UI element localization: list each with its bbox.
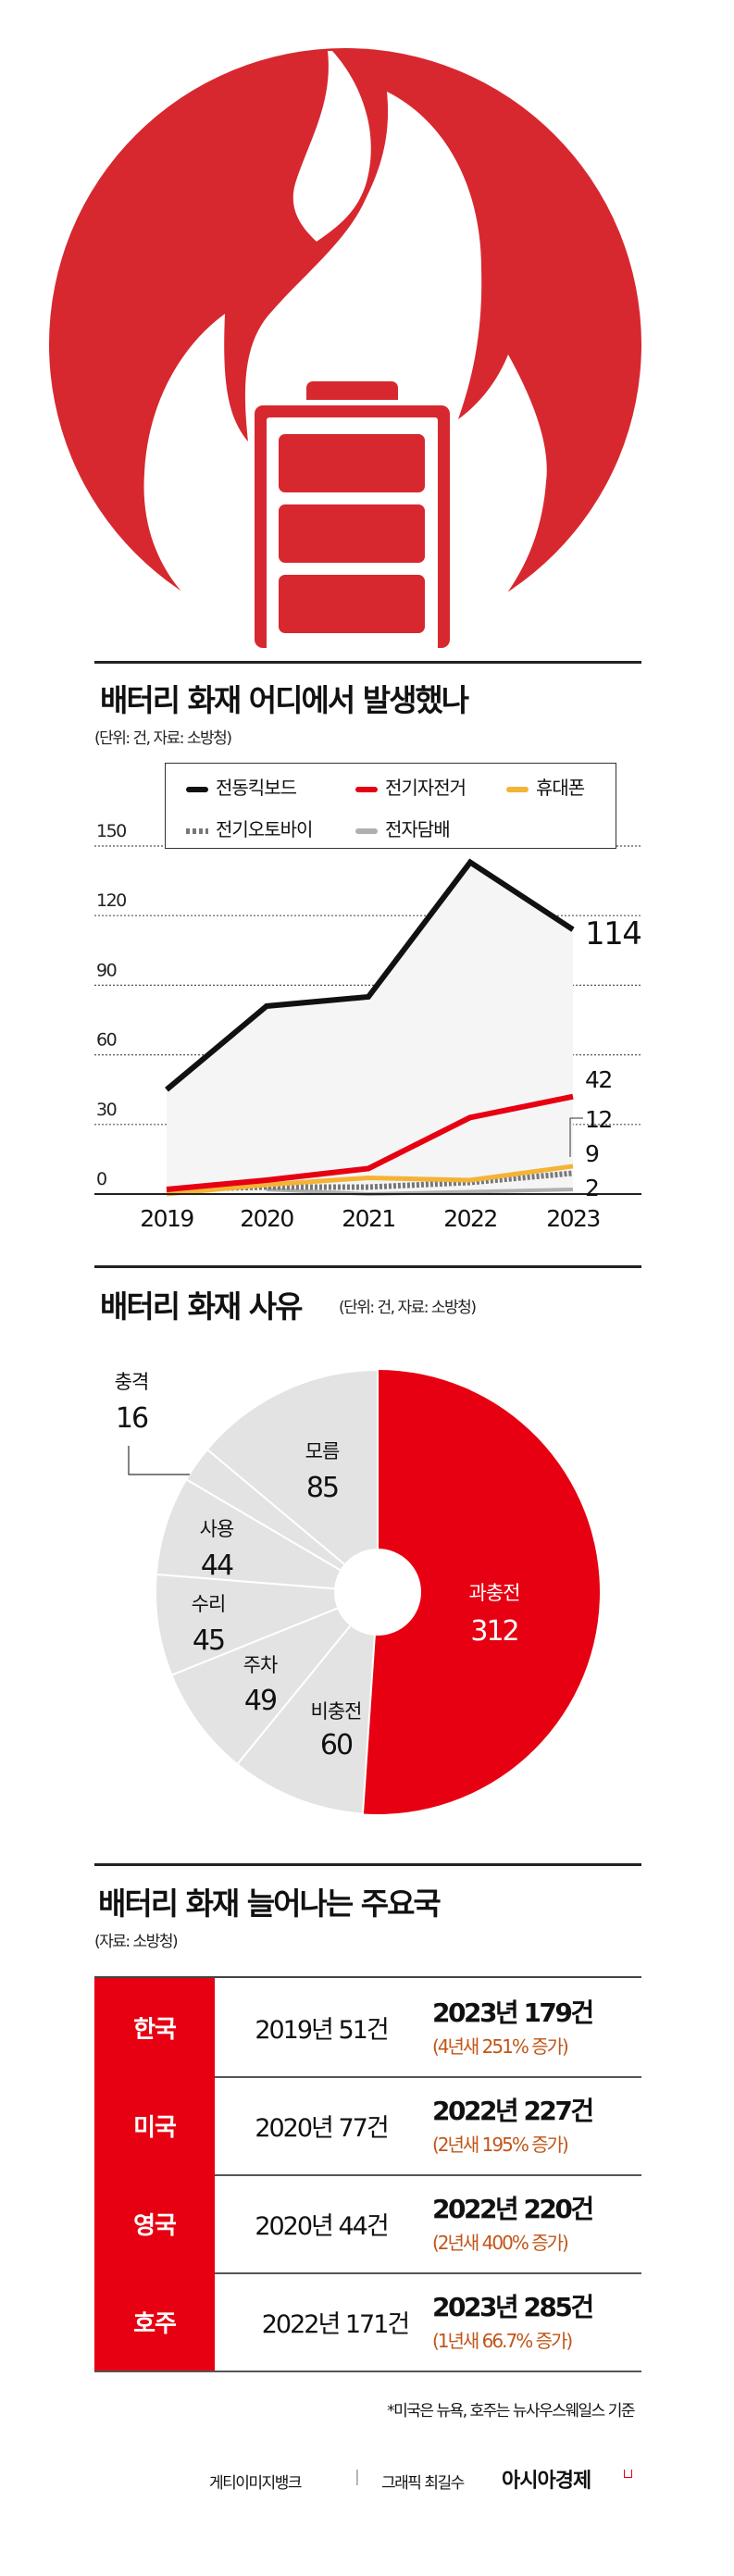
change-value: (1년새 66.7% 증가) (432, 2330, 573, 2352)
photo-credit: 게티이미지뱅크 (209, 2474, 302, 2493)
legend-label: 전기오토바이 (216, 818, 313, 840)
section-divider (94, 661, 641, 664)
pie-slice (155, 1477, 379, 1593)
legend-swatch (186, 786, 208, 792)
area-fill (167, 862, 573, 1194)
legend-item-ecigarette: 전자담배 (355, 815, 451, 841)
table-top-border (94, 1976, 641, 1978)
section-divider (94, 1863, 641, 1866)
pie-label: 비충전 (310, 1700, 363, 1723)
series-line-4 (266, 1187, 574, 1197)
country-cell: 한국 (94, 1978, 215, 2076)
table-row: 호주 2022년 171건 2023년 285건 (1년새 66.7% 증가) (94, 2272, 641, 2372)
pie-value: 60 (319, 1729, 354, 1761)
graphic-credit: 그래픽 최길수 (381, 2474, 465, 2493)
end-value-label: 114 (585, 915, 641, 952)
battery-fire-icon (49, 48, 641, 648)
from-value: 2019년 51건 (255, 2015, 389, 2045)
table-row: 한국 2019년 51건 2023년 179건 (4년새 251% 증가) (94, 1978, 641, 2078)
change-value: (4년새 251% 증가) (432, 2035, 569, 2058)
legend-swatch (355, 828, 378, 834)
line-chart: 0 30 60 90 120 150 2019 2020 2021 2022 2023 114 42 12… (94, 821, 642, 1232)
x-tick-label: 2023 (546, 1205, 600, 1232)
end-value-label: 9 (585, 1140, 599, 1167)
legend-item-scooter: 전동킥보드 (186, 773, 297, 800)
pie-value: 44 (200, 1549, 234, 1582)
pie-value: 85 (305, 1472, 340, 1504)
change-value: (2년새 195% 증가) (432, 2134, 569, 2156)
footnote: *미국은 뉴욕, 호주는 뉴사우스웨일스 기준 (387, 2402, 635, 2420)
pie-chart (155, 1368, 601, 1815)
pie-value: 49 (243, 1685, 278, 1717)
pie-slice (205, 1368, 379, 1595)
pie-slice (362, 1370, 601, 1814)
y-tick-label: 60 (96, 1030, 117, 1051)
from-value: 2020년 77건 (255, 2113, 389, 2143)
table-title: 배터리 화재 늘어나는 주요국 (98, 1885, 442, 1922)
pie-label: 충격 (114, 1371, 150, 1393)
pie-value: 45 (192, 1624, 226, 1657)
table-row: 미국 2020년 77건 2022년 227건 (2년새 195% 증가) (94, 2076, 641, 2176)
leader-line (569, 1117, 583, 1157)
pie-leader-line (128, 1446, 190, 1475)
country-cell: 미국 (94, 2076, 215, 2174)
legend-item-emotorcycle: 전기오토바이 (186, 815, 313, 841)
end-value-label: 42 (585, 1066, 612, 1093)
country-cell: 영국 (94, 2174, 215, 2272)
pie-label: 과충전 (468, 1582, 521, 1604)
y-tick-label: 90 (96, 960, 117, 980)
x-tick-label: 2022 (443, 1205, 497, 1232)
country-cell: 호주 (94, 2272, 215, 2371)
pie-value: 16 (115, 1402, 149, 1435)
x-tick-label: 2019 (140, 1205, 193, 1232)
pie-slice (235, 1588, 379, 1815)
to-value: 2023년 285건 (432, 2292, 594, 2322)
legend-swatch (355, 786, 378, 792)
x-tick-label: 2020 (240, 1205, 293, 1232)
pie-label: 수리 (191, 1593, 227, 1615)
y-tick-label: 0 (96, 1169, 106, 1189)
chart-legend: 전동킥보드 전기자전거 휴대폰 전기오토바이 전자담배 (165, 763, 616, 849)
from-value: 2020년 44건 (255, 2211, 389, 2241)
to-value: 2022년 227건 (432, 2096, 594, 2126)
x-tick-label: 2021 (342, 1205, 395, 1232)
to-value: 2023년 179건 (432, 1997, 594, 2028)
pie-label: 주차 (243, 1654, 279, 1676)
pie-label: 사용 (199, 1518, 235, 1540)
legend-label: 전동킥보드 (216, 777, 297, 799)
pie-hole (334, 1549, 421, 1636)
line-chart-title: 배터리 화재 어디에서 발생했나 (100, 682, 469, 718)
to-value: 2022년 220건 (432, 2194, 594, 2224)
brand-mark-icon (624, 2470, 632, 2478)
legend-label: 전자담배 (385, 818, 451, 840)
credit-separator: | (355, 2468, 360, 2486)
legend-swatch (186, 828, 208, 834)
y-tick-label: 150 (96, 821, 126, 841)
y-tick-label: 120 (96, 890, 126, 911)
table-row: 영국 2020년 44건 2022년 220건 (2년새 400% 증가) (94, 2174, 641, 2274)
legend-item-phone: 휴대폰 (506, 773, 585, 800)
table-subtitle: (자료: 소방청) (94, 1933, 179, 1951)
end-value-label: 12 (585, 1106, 612, 1133)
legend-swatch (506, 786, 529, 792)
legend-label: 휴대폰 (536, 777, 585, 799)
pie-label: 모름 (305, 1440, 341, 1462)
pie-chart-title: 배터리 화재 사유 (100, 1288, 303, 1325)
change-value: (2년새 400% 증가) (432, 2232, 569, 2254)
end-value-label: 2 (585, 1175, 598, 1201)
pie-value: 312 (470, 1615, 519, 1648)
legend-item-ebike: 전기자전거 (355, 773, 467, 800)
brand-logo: 아시아경제 (502, 2470, 591, 2493)
line-chart-subtitle: (단위: 건, 자료: 소방청) (94, 729, 232, 748)
from-value: 2022년 171건 (261, 2309, 411, 2339)
pie-slice (155, 1573, 379, 1677)
pie-slice (170, 1591, 379, 1766)
y-tick-label: 30 (96, 1100, 117, 1120)
pie-chart-subtitle: (단위: 건, 자료: 소방청) (339, 1299, 477, 1317)
legend-label: 전기자전거 (385, 777, 467, 799)
section-divider (94, 1265, 641, 1268)
